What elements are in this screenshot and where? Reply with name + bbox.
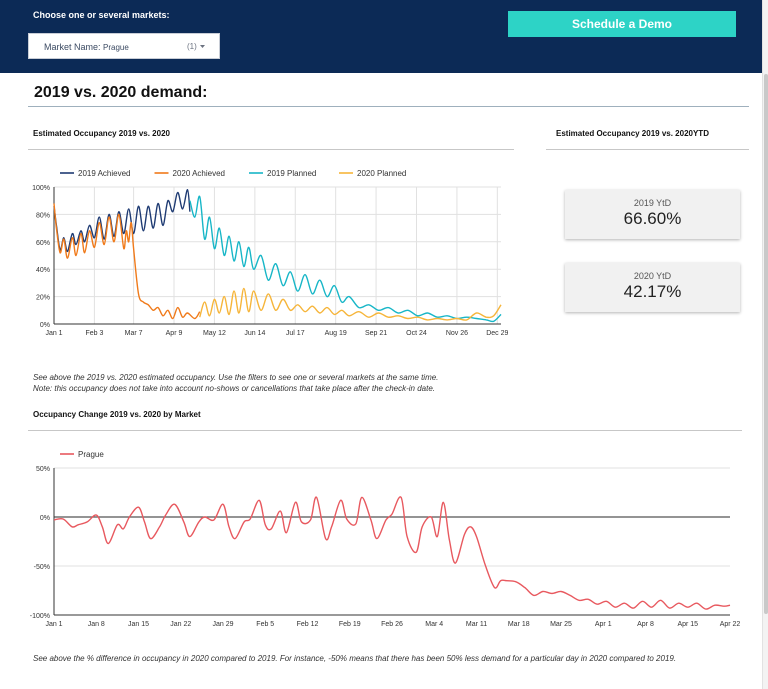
kpi-2020-value: 42.17% <box>623 282 682 301</box>
x-tick-label: Apr 9 <box>166 330 183 337</box>
kpi-2019-label: 2019 YtD <box>633 198 672 208</box>
x-tick-label: Mar 18 <box>508 621 530 628</box>
series-line-3 <box>199 287 502 321</box>
occupancy-change-chart: -100% -50% 0% 50% Jan 1 Jan 8 Jan 15 Jan 22 Jan … <box>30 450 741 628</box>
kpi-2019-ytd: 2019 YtD 66.60% <box>565 190 740 239</box>
x-tick-label: Aug 19 <box>325 330 347 337</box>
change-chart-title: Occupancy Change 2019 vs. 2020 by Market <box>33 410 201 419</box>
y-tick-label: 20% <box>36 295 50 302</box>
x-tick-label: Feb 3 <box>85 330 103 337</box>
market-field-label: Market Name <box>44 42 99 52</box>
x-tick-label: Mar 4 <box>425 621 443 628</box>
occupancy-divider <box>28 149 514 150</box>
x-tick-label: Jan 8 <box>88 621 105 628</box>
kpi-2019-value: 66.60% <box>623 209 682 228</box>
x-tick-label: Mar 11 <box>466 621 487 628</box>
x-tick-label: Jan 22 <box>170 621 191 628</box>
scrollbar-thumb[interactable] <box>764 74 768 614</box>
legend-label: 2019 Achieved <box>78 169 131 178</box>
ytd-divider <box>546 149 749 150</box>
occupancy-chart: 0% 20% 40% 60% 80% 100% Jan 1 Feb 3 Mar 7 Apr 9 Ma… <box>32 169 508 337</box>
occupancy-note-2: Note: this occupancy does not take into … <box>33 384 436 393</box>
change-note: See above the % difference in occupancy … <box>33 654 677 663</box>
kpi-2020-label: 2020 YtD <box>633 271 672 281</box>
y-tick-label: 40% <box>36 267 50 274</box>
legend-label: Prague <box>78 450 104 459</box>
x-tick-label: Apr 15 <box>677 621 698 628</box>
series-line-1 <box>53 203 201 320</box>
market-value: Prague <box>103 43 129 52</box>
x-tick-label: Mar 25 <box>550 621 572 628</box>
x-tick-label: Jan 29 <box>212 621 233 628</box>
x-tick-label: Apr 1 <box>595 621 612 628</box>
series-line-2 <box>189 195 502 323</box>
x-tick-label: Feb 26 <box>381 621 403 628</box>
x-tick-label: Oct 24 <box>406 330 427 337</box>
page-title: 2019 vs. 2020 demand: <box>34 84 208 101</box>
title-divider <box>28 106 749 107</box>
series-line-0 <box>53 496 731 610</box>
ytd-section-title: Estimated Occupancy 2019 vs. 2020YTD <box>556 129 709 138</box>
market-select[interactable]: Market Name: Prague (1) <box>28 33 220 59</box>
y-tick-label: 100% <box>32 185 50 192</box>
market-field: Market Name: Prague <box>44 42 129 52</box>
x-tick-label: Sep 21 <box>365 330 387 337</box>
x-tick-label: Feb 19 <box>339 621 361 628</box>
x-tick-label: Mar 7 <box>125 330 143 337</box>
y-tick-label: 50% <box>36 466 50 473</box>
x-tick-label: Feb 12 <box>297 621 319 628</box>
legend-label: 2020 Planned <box>357 169 406 178</box>
y-tick-label: 0% <box>40 322 50 329</box>
x-tick-label: Apr 22 <box>720 621 741 628</box>
change-divider <box>28 430 742 431</box>
y-tick-label: 80% <box>36 212 50 219</box>
x-tick-label: Jan 1 <box>45 621 62 628</box>
y-tick-label: 0% <box>40 515 50 522</box>
occupancy-chart-title: Estimated Occupancy 2019 vs. 2020 <box>33 129 170 138</box>
kpi-2020-ytd: 2020 YtD 42.17% <box>565 263 740 312</box>
x-tick-label: Feb 5 <box>256 621 274 628</box>
x-tick-label: Jun 14 <box>244 330 265 337</box>
series-line-0 <box>53 188 191 253</box>
caret-down-icon <box>200 45 206 49</box>
market-count: (1) <box>187 42 206 51</box>
x-tick-label: Jan 1 <box>45 330 62 337</box>
y-tick-label: 60% <box>36 240 50 247</box>
page-scrollbar[interactable] <box>762 0 768 689</box>
x-tick-label: May 12 <box>203 330 226 337</box>
x-tick-label: Apr 8 <box>637 621 654 628</box>
legend-label: 2019 Planned <box>267 169 316 178</box>
x-tick-label: Nov 26 <box>446 330 468 337</box>
top-header: Choose one or several markets: Market Na… <box>0 0 762 73</box>
occupancy-note-1: See above the 2019 vs. 2020 estimated oc… <box>33 373 439 382</box>
y-tick-label: -100% <box>30 613 50 620</box>
y-tick-label: -50% <box>34 564 50 571</box>
market-filter-label: Choose one or several markets: <box>33 10 170 20</box>
legend-label: 2020 Achieved <box>173 169 226 178</box>
x-tick-label: Dec 29 <box>486 330 508 337</box>
x-tick-label: Jul 17 <box>286 330 305 337</box>
schedule-demo-button[interactable]: Schedule a Demo <box>508 11 736 37</box>
x-tick-label: Jan 15 <box>128 621 149 628</box>
